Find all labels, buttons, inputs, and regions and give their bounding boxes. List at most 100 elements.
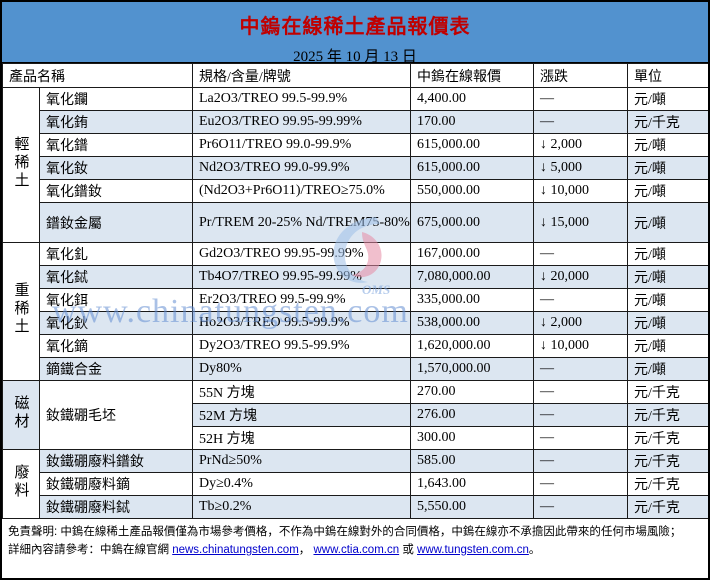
link-news-chinatungsten[interactable]: news.chinatungsten.com	[172, 544, 299, 556]
price-cell: 538,000.00	[410, 311, 534, 335]
group-label-light-rare-earth: 輕稀土	[2, 87, 40, 243]
spec-cell: Er2O3/TREO 99.5-99.9%	[192, 288, 411, 312]
table-row: 氧化鐠 Pr6O11/TREO 99.0-99.9% 615,000.00 ↓ …	[3, 133, 708, 157]
unit-cell: 元/噸	[627, 156, 708, 180]
table-row: 氧化鏑 Dy2O3/TREO 99.5-99.9% 1,620,000.00 ↓…	[3, 334, 708, 358]
price-cell: 1,570,000.00	[410, 357, 534, 381]
disclaimer-line2: 詳細內容請參考：中鎢在線官網 news.chinatungsten.com， w…	[8, 541, 702, 559]
product-name-cell: 鏑鐵合金	[39, 357, 193, 381]
product-name-cell: 氧化鐠	[39, 133, 193, 157]
change-cell: —	[533, 110, 628, 134]
table-row: 釹鐵硼廢料鏑 Dy≥0.4% 1,643.00 — 元/千克	[3, 472, 708, 496]
change-cell: ↓ 2,000	[533, 311, 628, 335]
spec-cell: Dy80%	[192, 357, 411, 381]
disclaimer-line2-prefix: 詳細內容請參考：中鎢在線官網	[8, 544, 173, 556]
col-header-unit: 單位	[627, 63, 708, 88]
change-cell: —	[533, 426, 628, 450]
spec-cell: Gd2O3/TREO 99.95-99.99%	[192, 242, 411, 266]
product-name-cell: 氧化鉺	[39, 288, 193, 312]
table-row: 氧化鋱 Tb4O7/TREO 99.95-99.99% 7,080,000.00…	[3, 265, 708, 289]
unit-cell: 元/千克	[627, 403, 708, 427]
table-row: 釹鐵硼廢料鋱 Tb≥0.2% 5,550.00 — 元/千克	[3, 495, 708, 519]
unit-cell: 元/千克	[627, 495, 708, 519]
disclaimer-suffix: 。	[528, 544, 541, 556]
change-cell: —	[533, 403, 628, 427]
product-name-cell: 氧化銪	[39, 110, 193, 134]
product-name-cell: 釹鐵硼廢料鋱	[39, 495, 193, 519]
price-cell: 5,550.00	[410, 495, 534, 519]
page-title: 中鎢在線稀土產品報價表	[239, 16, 471, 38]
unit-cell: 元/噸	[627, 357, 708, 381]
change-cell: ↓ 10,000	[533, 179, 628, 203]
unit-cell: 元/噸	[627, 242, 708, 266]
spec-cell: Nd2O3/TREO 99.0-99.9%	[192, 156, 411, 180]
unit-cell: 元/噸	[627, 311, 708, 335]
price-cell: 270.00	[410, 380, 534, 404]
spec-cell: La2O3/TREO 99.5-99.9%	[192, 87, 411, 111]
price-cell: 675,000.00	[410, 202, 534, 243]
product-name-cell: 氧化釹	[39, 156, 193, 180]
table-row: 氧化鈥 Ho2O3/TREO 99.5-99.9% 538,000.00 ↓ 2…	[3, 311, 708, 335]
disclaimer-line1: 免責聲明: 中鎢在線稀土產品報價僅為市場參考價格，不作為中鎢在線對外的合同價格，…	[8, 526, 682, 538]
group-label-heavy-rare-earth: 重稀土	[2, 242, 40, 381]
spec-cell: Dy2O3/TREO 99.5-99.9%	[192, 334, 411, 358]
change-cell: —	[533, 87, 628, 111]
spec-cell: Ho2O3/TREO 99.5-99.9%	[192, 311, 411, 335]
table-row: 氧化鉺 Er2O3/TREO 99.5-99.9% 335,000.00 — 元…	[3, 288, 708, 312]
price-cell: 1,620,000.00	[410, 334, 534, 358]
price-cell: 335,000.00	[410, 288, 534, 312]
price-cell: 615,000.00	[410, 133, 534, 157]
change-cell: —	[533, 242, 628, 266]
group-label-scrap: 廢料	[2, 449, 40, 519]
change-cell: ↓ 5,000	[533, 156, 628, 180]
table-row: 重稀土 氧化釓 Gd2O3/TREO 99.95-99.99% 167,000.…	[2, 242, 708, 381]
price-cell: 300.00	[410, 426, 534, 450]
price-cell: 1,643.00	[410, 472, 534, 496]
col-header-price: 中鎢在線報價	[410, 63, 534, 88]
change-cell: —	[533, 380, 628, 404]
product-name-cell: 釹鐵硼廢料鐠釹	[39, 449, 193, 473]
spec-cell: PrNd≥50%	[192, 449, 411, 473]
table-row: 氧化釹 Nd2O3/TREO 99.0-99.9% 615,000.00 ↓ 5…	[3, 156, 708, 180]
spec-cell: Eu2O3/TREO 99.95-99.99%	[192, 110, 411, 134]
change-cell: ↓ 15,000	[533, 202, 628, 243]
product-name-cell-ndfeb-blank: 釹鐵硼毛坯	[39, 380, 193, 450]
spec-cell: Pr/TREM 20-25% Nd/TREM75-80% TREM≥98.5%	[192, 202, 411, 243]
change-cell: —	[533, 472, 628, 496]
price-cell: 550,000.00	[410, 179, 534, 203]
product-name-cell: 氧化釓	[39, 242, 193, 266]
price-cell: 167,000.00	[410, 242, 534, 266]
table-row: 磁材 釹鐵硼毛坯 55N 方塊 270.00 — 元/千克	[2, 380, 708, 450]
table-row: 52M 方塊 276.00 — 元/千克	[3, 403, 708, 427]
price-cell: 276.00	[410, 403, 534, 427]
change-cell: —	[533, 357, 628, 381]
table-row: 氧化銪 Eu2O3/TREO 99.95-99.99% 170.00 — 元/千…	[3, 110, 708, 134]
product-name-cell: 氧化鐠釹	[39, 179, 193, 203]
price-cell: 615,000.00	[410, 156, 534, 180]
unit-cell: 元/噸	[627, 87, 708, 111]
spec-cell: Tb4O7/TREO 99.95-99.99%	[192, 265, 411, 289]
unit-cell: 元/噸	[627, 288, 708, 312]
spec-cell: 52H 方塊	[192, 426, 411, 450]
unit-cell: 元/千克	[627, 426, 708, 450]
table-row: 氧化鐠釹 (Nd2O3+Pr6O11)/TREO≥75.0% 550,000.0…	[3, 179, 708, 203]
disclaimer-sep1: ，	[298, 544, 314, 556]
spec-cell: (Nd2O3+Pr6O11)/TREO≥75.0%	[192, 179, 411, 203]
product-name-cell: 氧化鋱	[39, 265, 193, 289]
link-ctia[interactable]: www.ctia.com.cn	[313, 544, 400, 556]
disclaimer-footer: 免責聲明: 中鎢在線稀土產品報價僅為市場參考價格，不作為中鎢在線對外的合同價格，…	[2, 519, 708, 561]
product-name-cell: 釹鐵硼廢料鏑	[39, 472, 193, 496]
link-tungsten[interactable]: www.tungsten.com.cn	[417, 544, 529, 556]
change-cell: ↓ 10,000	[533, 334, 628, 358]
table-row: 廢料 釹鐵硼廢料鐠釹 PrNd≥50% 585.00 — 元/千克	[2, 449, 708, 519]
price-table: 產品名稱 規格/含量/牌號 中鎢在線報價 漲跌 單位 輕稀土 氧化鑭 La2O3…	[2, 63, 708, 519]
change-cell: ↓ 2,000	[533, 133, 628, 157]
col-header-change: 漲跌	[533, 63, 628, 88]
spec-cell: Dy≥0.4%	[192, 472, 411, 496]
product-name-cell: 氧化鑭	[39, 87, 193, 111]
unit-cell: 元/噸	[627, 179, 708, 203]
report-date: 2025 年 10 月 13 日	[293, 49, 417, 65]
product-name-cell: 氧化鏑	[39, 334, 193, 358]
product-name-cell: 氧化鈥	[39, 311, 193, 335]
